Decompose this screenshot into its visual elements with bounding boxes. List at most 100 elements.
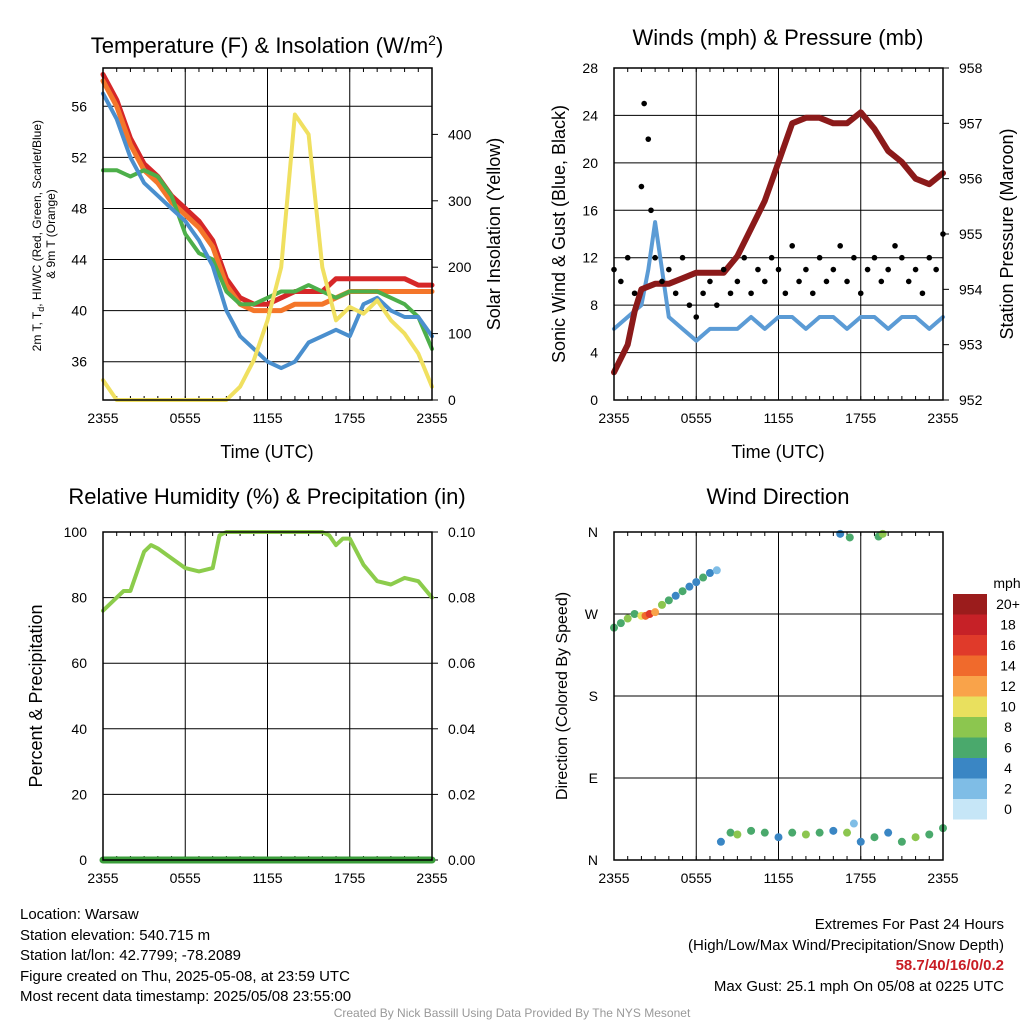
- x-tick-label: 0555: [681, 410, 712, 426]
- gust-point: [933, 266, 939, 273]
- winds-x-axis-label: Time (UTC): [731, 442, 824, 462]
- gust-point: [899, 254, 905, 261]
- x-tick-label: 2355: [87, 870, 118, 886]
- x-tick-label: 0555: [681, 870, 712, 886]
- direction-point: [911, 833, 920, 842]
- direction-point: [849, 819, 858, 828]
- x-tick-label: 1755: [845, 870, 876, 886]
- temperature-x-axis-label: Time (UTC): [220, 442, 313, 462]
- gust-point: [679, 254, 686, 261]
- station-elevation: Station elevation: 540.715 m: [20, 926, 211, 944]
- y2-tick-label: 0.08: [448, 590, 475, 606]
- colorbar-swatch: [953, 635, 987, 656]
- gust-point: [803, 266, 809, 273]
- direction-point: [726, 828, 735, 837]
- gust-point: [789, 243, 796, 249]
- series-line-1: [611, 109, 946, 376]
- direction-point: [897, 837, 906, 846]
- colorbar-label: 18: [1000, 617, 1016, 633]
- gust-point: [768, 254, 775, 261]
- winds-chart-title: Winds (mph) & Pressure (mb): [633, 25, 924, 50]
- y2-tick-label: 100: [448, 326, 472, 342]
- gust-point: [775, 266, 782, 273]
- direction-point: [884, 828, 893, 837]
- y2-tick-label: 953: [959, 337, 983, 353]
- y-tick-label: 4: [590, 345, 598, 361]
- gust-point: [919, 290, 926, 297]
- y2-tick-label: 0.00: [448, 852, 475, 868]
- gust-point: [618, 278, 624, 285]
- y2-tick-label: 955: [959, 226, 983, 242]
- direction-point: [829, 826, 838, 835]
- colorbar-label: 2: [1004, 781, 1012, 797]
- gust-point: [761, 278, 768, 285]
- y-tick-label: 0: [590, 392, 598, 408]
- colorbar-swatch: [953, 614, 987, 635]
- station-location: Location: Warsaw: [20, 906, 139, 923]
- y-tick-label: 28: [582, 60, 598, 76]
- humidity-precip-panel: Relative Humidity (%) & Precipitation (i…: [26, 484, 475, 886]
- x-tick-label: 2355: [598, 410, 629, 426]
- temperature-chart-title: Temperature (F) & Insolation (W/m2): [91, 32, 444, 58]
- series-line-2: [101, 168, 434, 351]
- plot-frame: [102, 531, 433, 861]
- colorbar-swatch: [953, 676, 987, 697]
- gust-point: [816, 254, 823, 261]
- colorbar-label: 20+: [996, 596, 1020, 612]
- direction-point: [616, 619, 625, 628]
- direction-point: [788, 828, 797, 837]
- x-tick-label: 1755: [334, 870, 365, 886]
- y-tick-label: 48: [71, 200, 87, 216]
- gust-point: [638, 183, 645, 190]
- gust-point: [727, 290, 734, 297]
- max-gust: Max Gust: 25.1 mph On 05/08 at 0225 UTC: [713, 977, 1004, 995]
- y-tick-label: 0: [79, 852, 87, 868]
- y-tick-label: 80: [71, 590, 87, 606]
- gust-point: [686, 302, 693, 308]
- y-tick-label: 60: [71, 655, 87, 671]
- x-tick-label: 1155: [763, 870, 793, 886]
- y-tick-label: E: [589, 770, 598, 786]
- direction-point: [630, 610, 639, 618]
- temperature-insolation-panel: Temperature (F) & Insolation (W/m2) 2355…: [30, 32, 504, 462]
- plot-frame: [102, 67, 433, 401]
- y2-tick-label: 300: [448, 193, 472, 209]
- x-tick-label: 2355: [927, 870, 958, 886]
- direction-point: [699, 573, 708, 582]
- gust-point: [905, 278, 912, 285]
- x-tick-label: 2355: [87, 410, 118, 426]
- colorbar-swatch: [953, 655, 987, 676]
- colorbar-label: 8: [1004, 719, 1012, 735]
- colorbar-swatch: [953, 778, 987, 799]
- colorbar-label: 10: [1000, 699, 1016, 715]
- y-tick-label: 44: [71, 252, 87, 268]
- direction-point: [716, 837, 725, 846]
- pressure-y2-axis-label: Station Pressure (Maroon): [997, 128, 1017, 339]
- y2-tick-label: 0.06: [448, 655, 475, 671]
- gust-point: [844, 278, 850, 285]
- wind-direction-y-axis-label: Direction (Colored By Speed): [554, 592, 571, 800]
- direction-point: [925, 830, 934, 839]
- direction-point: [856, 837, 865, 846]
- gust-point: [857, 290, 864, 297]
- y-tick-label: N: [588, 852, 598, 868]
- gust-point: [755, 266, 761, 273]
- gust-point: [748, 290, 754, 297]
- y-tick-label: 12: [582, 250, 598, 266]
- direction-point: [664, 596, 673, 605]
- y2-tick-label: 0.04: [448, 721, 475, 737]
- colorbar-label: 6: [1004, 740, 1012, 756]
- plot-frame: [613, 531, 944, 861]
- y-tick-label: W: [585, 606, 599, 622]
- y2-tick-label: 0.02: [448, 786, 475, 802]
- colorbar-label: 0: [1004, 801, 1012, 817]
- gust-point: [782, 290, 789, 297]
- x-tick-label: 1155: [252, 410, 282, 426]
- gust-point: [796, 278, 802, 285]
- y2-tick-label: 957: [959, 115, 983, 131]
- gust-point: [666, 266, 672, 273]
- extremes-subtitle: (High/Low/Max Wind/Precipitation/Snow De…: [688, 936, 1004, 954]
- insolation-y2-axis-label: Solar Insolation (Yellow): [484, 138, 504, 330]
- direction-point: [685, 582, 694, 591]
- gust-point: [700, 290, 706, 297]
